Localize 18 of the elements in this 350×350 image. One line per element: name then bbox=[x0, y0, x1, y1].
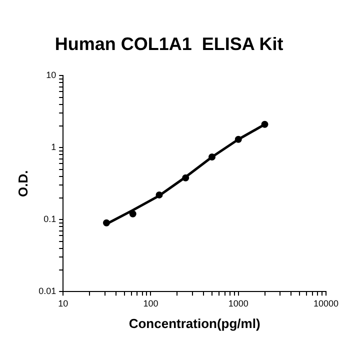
y-tick-label: 0.01 bbox=[38, 286, 56, 296]
x-tick-label: 10 bbox=[58, 298, 68, 308]
y-tick-label: 1 bbox=[51, 142, 56, 152]
x-tick-label: 10000 bbox=[313, 298, 339, 308]
chart-title: Human COL1A1 ELISA Kit bbox=[54, 34, 284, 54]
point bbox=[208, 154, 216, 161]
x-tick-label: 100 bbox=[143, 298, 158, 308]
point bbox=[102, 219, 110, 226]
point bbox=[129, 210, 136, 218]
point bbox=[261, 120, 268, 128]
point bbox=[182, 174, 190, 182]
y-tick-label: 10 bbox=[46, 70, 56, 80]
y-tick-label: 0.1 bbox=[44, 214, 56, 224]
point bbox=[234, 136, 242, 143]
point bbox=[156, 191, 163, 198]
y-axis-title: O.D. bbox=[15, 170, 30, 197]
x-tick-label: 1000 bbox=[228, 298, 248, 308]
x-axis-title: Concentration(pg/ml) bbox=[128, 316, 260, 331]
